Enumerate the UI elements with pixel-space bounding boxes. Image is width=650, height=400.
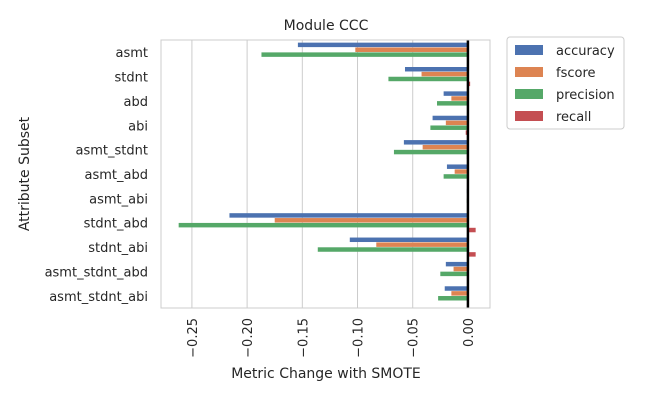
- bar-accuracy-asmt_stdnt_abi: [444, 286, 468, 291]
- bar-precision-asmt_stdnt: [393, 149, 468, 155]
- x-tick-label: 0.00: [462, 318, 477, 347]
- bar-precision-stdnt_abd: [178, 222, 468, 228]
- x-tick-label: −0.25: [186, 318, 201, 358]
- x-axis-label: Metric Change with SMOTE: [231, 366, 421, 382]
- bar-precision-asmt: [261, 52, 468, 57]
- y-tick-label: asmt_abi: [89, 192, 148, 207]
- bar-precision-asmt_stdnt_abd: [440, 271, 468, 277]
- bar-recall-stdnt_abd: [467, 227, 476, 233]
- bar-accuracy-asmt_stdnt: [403, 140, 468, 145]
- legend: accuracy fscore precision recall: [506, 36, 625, 130]
- y-tick-label: asmt_stdnt: [76, 144, 148, 159]
- bar-fscore-stdnt: [421, 71, 468, 77]
- bar-precision-abd: [437, 101, 468, 106]
- bar-fscore-stdnt_abi: [376, 242, 468, 247]
- bar-accuracy-abi: [432, 115, 468, 121]
- x-tick-labels: −0.25 −0.20 −0.15 −0.10 −0.05 0.00: [186, 318, 477, 358]
- y-tick-label: asmt_stdnt_abi: [49, 290, 148, 305]
- bar-fscore-abi: [445, 120, 468, 126]
- legend-label-recall: recall: [556, 110, 591, 125]
- bar-precision-asmt_stdnt_abi: [438, 296, 468, 301]
- x-tick-label: −0.20: [241, 318, 256, 358]
- y-tick-label: stdnt: [115, 71, 148, 86]
- bar-accuracy-stdnt_abi: [349, 237, 468, 243]
- bar-fscore-asmt_stdnt_abi: [451, 291, 468, 296]
- y-tick-label: stdnt_abd: [84, 217, 148, 232]
- y-tick-label: stdnt_abi: [88, 241, 148, 256]
- bar-fscore-asmt_stdnt_abd: [453, 266, 468, 272]
- bar-precision-stdnt: [388, 76, 468, 82]
- y-tick-label: asmt: [116, 46, 149, 61]
- y-tick-label: asmt_stdnt_abd: [45, 265, 148, 280]
- legend-swatch-precision: [515, 89, 543, 99]
- y-tick-label: abd: [124, 95, 148, 110]
- bar-fscore-asmt: [355, 47, 468, 52]
- x-tick-label: −0.05: [407, 318, 422, 358]
- bar-fscore-asmt_stdnt: [422, 144, 468, 150]
- bar-fscore-asmt_abd: [454, 169, 468, 174]
- legend-swatch-accuracy: [515, 45, 543, 55]
- y-tick-label: abi: [128, 119, 148, 134]
- legend-label-fscore: fscore: [556, 66, 596, 81]
- bar-accuracy-stdnt: [404, 67, 468, 72]
- bar-precision-stdnt_abi: [317, 247, 468, 252]
- legend-frame: [506, 36, 625, 130]
- y-axis-label: Attribute Subset: [17, 116, 33, 231]
- bars: [178, 42, 476, 306]
- bar-fscore-abd: [451, 96, 468, 101]
- x-tick-label: −0.15: [296, 318, 311, 358]
- y-tick-labels: asmt stdnt abd abi asmt_stdnt asmt_abd asmt_ab…: [45, 46, 148, 305]
- legend-swatch-recall: [515, 111, 543, 121]
- bar-accuracy-asmt: [297, 42, 468, 48]
- bar-recall-stdnt_abi: [467, 252, 476, 257]
- bar-precision-asmt_abd: [443, 174, 468, 179]
- bar-fscore-stdnt_abd: [274, 218, 468, 223]
- legend-swatch-fscore: [515, 67, 543, 77]
- bar-precision-abi: [430, 125, 468, 130]
- bar-accuracy-abd: [443, 91, 468, 96]
- legend-label-precision: precision: [556, 88, 615, 103]
- bar-accuracy-asmt_abd: [446, 164, 468, 169]
- legend-label-accuracy: accuracy: [556, 44, 615, 59]
- bar-accuracy-stdnt_abd: [229, 213, 468, 218]
- y-tick-label: asmt_abd: [85, 168, 148, 183]
- x-tick-label: −0.10: [352, 318, 367, 358]
- chart-title: Module CCC: [284, 18, 369, 34]
- plot-frame: [160, 39, 491, 309]
- bar-accuracy-asmt_stdnt_abd: [445, 261, 468, 267]
